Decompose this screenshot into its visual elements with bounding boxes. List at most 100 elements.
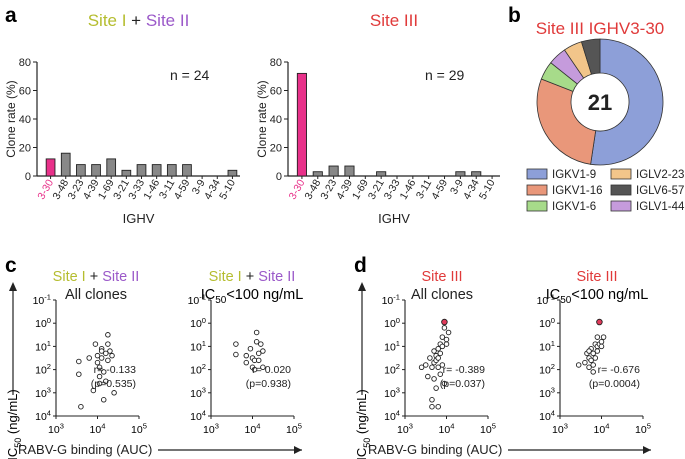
bar-a-left (136, 164, 147, 177)
scatter-y-tick-label-d-left-base: 10 (384, 341, 396, 353)
x-axis-label-a-right: IGHV (378, 211, 410, 226)
donut-title: Site III IGHV3-30 (536, 19, 665, 38)
scatter-y-tick-label-c-right-base: 10 (188, 295, 200, 307)
panel-label-d: d (354, 254, 367, 277)
scatter-point-highlight-d-right (596, 318, 603, 326)
d-x-axis-label: RABV-G binding (AUC) (368, 442, 502, 457)
scatter-y-tick-label-d-right-base: 10 (537, 295, 549, 307)
scatter-y-tick-label-c-left-base: 10 (35, 388, 47, 400)
scatter-point-c-left (109, 352, 115, 359)
y-tick-label-a-left: 60 (19, 86, 31, 98)
scatter-x-tick-label-d-right-exp: 4 (605, 422, 609, 431)
scatter-point-d-left (423, 362, 429, 368)
scatter-y-tick-label-d-left-base: 10 (384, 388, 396, 400)
scatter-point-c-left (105, 341, 111, 347)
scatter-y-tick-label-c-right-base: 10 (190, 318, 202, 330)
bar-a-left (151, 164, 162, 177)
scatter-point-d-right (598, 339, 605, 345)
x-tick-label-a-right: 4-34 (461, 177, 482, 201)
scatter-y-tick-label-d-left-base: 10 (384, 411, 396, 423)
scatter-x-tick-label-c-right-exp: 5 (298, 422, 302, 431)
scatter-point-d-left (427, 355, 433, 361)
scatter-point-c-left (100, 397, 107, 403)
r-label-d-left: r= -0.389 (443, 364, 485, 376)
bar-a-right (344, 165, 355, 177)
scatter-point-d-left (439, 362, 446, 368)
scatter-point-d-right (590, 362, 596, 368)
scatter-point-d-right (586, 364, 592, 371)
r-label-c-left: r= -0.133 (94, 364, 136, 376)
scatter-point-d-left (443, 341, 450, 347)
scatter-x-tick-label-d-left: 105 (480, 422, 496, 436)
scatter-y-tick-label-d-left-base: 10 (382, 295, 394, 307)
bar-a-left (166, 164, 177, 177)
scatter-point-d-right (586, 348, 592, 354)
scatter-y-tick-label-d-right-base: 10 (539, 365, 551, 377)
scatter-x-tick-label-d-left-exp: 3 (409, 422, 413, 431)
bar-a-right (312, 171, 323, 177)
r-label-d-right: r= -0.676 (598, 364, 640, 376)
scatter-y-tick-label-c-right: 102 (190, 362, 206, 376)
scatter-point-c-right (253, 339, 260, 345)
scatter-y-tick-label-d-right-exp: 1 (551, 339, 555, 348)
scatter-y-tick-label-c-left-base: 10 (35, 318, 47, 330)
y-tick-label-a-right: 0 (276, 171, 282, 183)
scatter-point-d-left (435, 403, 441, 410)
x-tick-label-a-right: 3-30 (287, 177, 308, 201)
bar-a-right (328, 165, 339, 177)
scatter-y-tick-label-c-right-base: 10 (190, 341, 202, 353)
y-tick-label-a-left: 20 (19, 143, 31, 155)
scatter-point-c-left (105, 357, 111, 364)
scatter-point-d-left (445, 329, 452, 336)
scatter-point-d-right (594, 348, 601, 354)
legend-swatch-igkv1-6 (526, 200, 548, 212)
scatter-y-tick-label-c-left: 104 (35, 409, 51, 423)
scatter-y-tick-label-c-right-exp: 4 (202, 409, 206, 418)
scatter-y-tick-label-d-right: 103 (539, 385, 555, 399)
scatter-point-c-left (76, 371, 82, 377)
scatter-point-c-right (247, 345, 254, 352)
scatter-point-c-right (258, 341, 264, 347)
scatter-y-tick-label-c-left-base: 10 (35, 365, 47, 377)
scatter-y-tick-label-d-right-exp: 0 (551, 316, 555, 325)
d-x-axis-label-arrow-head (643, 446, 651, 454)
scatter-point-d-right (588, 357, 594, 364)
scatter-x-tick-label-c-left: 103 (48, 422, 64, 436)
scatter-x-tick-label-d-right: 104 (594, 422, 610, 436)
scatter-y-tick-label-d-right: 101 (539, 339, 555, 353)
scatter-x-tick-label-c-right-exp: 3 (215, 422, 219, 431)
scatter-y-tick-label-c-left-base: 10 (35, 411, 47, 423)
scatter-y-tick-label-d-right: 102 (539, 362, 555, 376)
scatter-point-c-left (78, 403, 84, 410)
scatter-y-tick-label-c-right-exp: 3 (202, 385, 206, 394)
scatter-title-c-left-part-1: + (86, 269, 103, 285)
p-label-c-left: (p=0.535) (91, 378, 136, 390)
scatter-point-d-right (592, 355, 599, 361)
scatter-point-c-left (103, 350, 109, 357)
scatter-point-c-left (98, 355, 105, 361)
r-label-c-right: r= 0.020 (252, 364, 291, 376)
x-tick-label-a-right: 1-46 (398, 177, 419, 201)
donut-slice-iglv6-57 (580, 38, 601, 75)
scatter-y-tick-label-d-left-base: 10 (384, 318, 396, 330)
scatter-point-c-left (103, 378, 109, 384)
scatter-subtitle-c-right: IC50<100 ng/mL (201, 287, 304, 306)
legend-swatch-igkv1-9 (526, 168, 548, 180)
scatter-y-tick-label-c-right-exp: 2 (202, 362, 206, 371)
x-tick-label-a-right: 3-23 (318, 177, 339, 201)
scatter-x-tick-label-c-right: 103 (203, 422, 219, 436)
scatter-point-d-right (594, 334, 601, 340)
scatter-y-tick-label-c-left-exp: 2 (47, 362, 51, 371)
scatter-y-tick-label-d-right: 104 (539, 409, 555, 423)
scatter-y-tick-label-d-right-base: 10 (539, 318, 551, 330)
scatter-title-c-right-part-1: + (242, 269, 259, 285)
scatter-y-tick-label-d-right-exp: -1 (548, 293, 555, 302)
legend-swatch-iglv6-57 (610, 184, 632, 196)
bar-a-right (296, 72, 307, 177)
scatter-point-c-right (255, 350, 262, 357)
legend-label-iglv6-57: IGLV6-57 (636, 185, 684, 197)
c-y-axis-label-arrow-head (9, 282, 17, 291)
scatter-point-d-left (439, 343, 446, 350)
x-tick-label-a-right: 4-39 (334, 177, 355, 201)
scatter-point-c-left (96, 373, 103, 380)
